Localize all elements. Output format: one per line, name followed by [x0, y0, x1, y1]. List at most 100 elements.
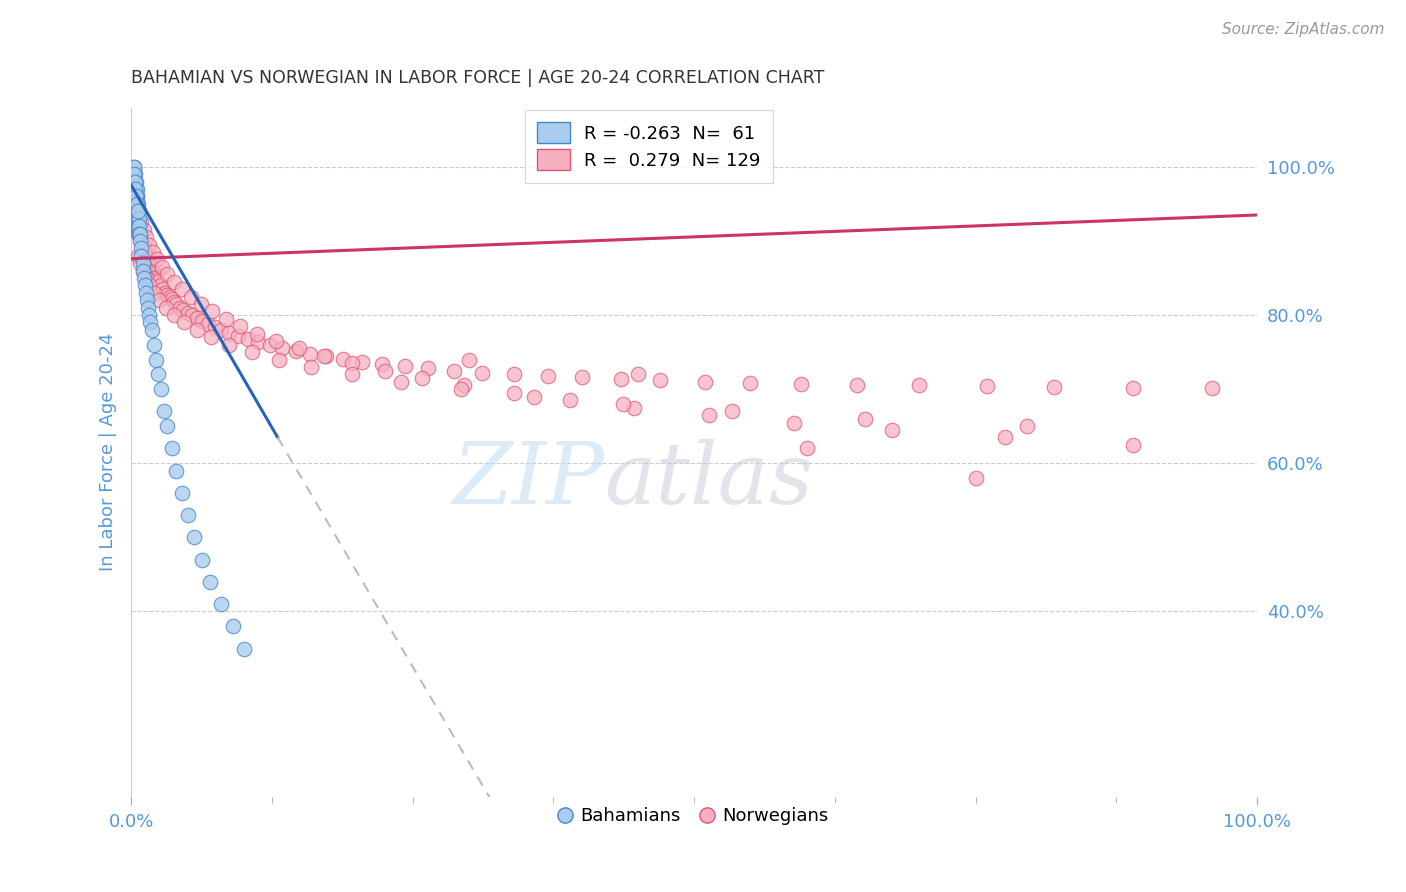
Point [136, 301, 159, 315]
Point [138, 237, 160, 252]
Point [156, 267, 179, 281]
Point [148, 275, 170, 289]
Point [612, 397, 634, 411]
Point [411, 371, 433, 385]
Point [146, 273, 169, 287]
Point [129, 234, 152, 248]
Point [135, 230, 157, 244]
Point [503, 368, 526, 382]
Point [176, 306, 198, 320]
Point [288, 342, 311, 356]
Point [143, 269, 166, 284]
Point [156, 419, 179, 434]
Point [1122, 381, 1144, 395]
Point [200, 330, 222, 344]
Point [176, 508, 198, 523]
Point [128, 227, 150, 241]
Point [418, 361, 440, 376]
Point [124, 182, 146, 196]
Text: Source: ZipAtlas.com: Source: ZipAtlas.com [1222, 22, 1385, 37]
Point [458, 352, 481, 367]
Point [191, 552, 214, 566]
Point [394, 359, 416, 374]
Point [125, 189, 148, 203]
Point [267, 352, 290, 367]
Point [128, 219, 150, 233]
Point [148, 293, 170, 308]
Point [141, 323, 163, 337]
Point [132, 223, 155, 237]
Point [127, 219, 149, 233]
Point [125, 189, 148, 203]
Point [226, 328, 249, 343]
Point [125, 189, 148, 203]
Point [129, 230, 152, 244]
Point [695, 375, 717, 389]
Point [627, 368, 650, 382]
Point [165, 297, 187, 311]
Point [127, 249, 149, 263]
Point [650, 373, 672, 387]
Point [128, 227, 150, 241]
Point [391, 375, 413, 389]
Point [125, 175, 148, 189]
Point [443, 363, 465, 377]
Point [186, 311, 208, 326]
Point [134, 278, 156, 293]
Point [201, 304, 224, 318]
Point [170, 486, 193, 500]
Point [853, 412, 876, 426]
Point [125, 197, 148, 211]
Point [125, 182, 148, 196]
Point [965, 471, 987, 485]
Point [908, 378, 931, 392]
Point [209, 597, 232, 611]
Point [125, 219, 148, 233]
Point [125, 182, 148, 196]
Point [1017, 419, 1039, 434]
Point [284, 343, 307, 358]
Point [149, 382, 172, 396]
Point [204, 319, 226, 334]
Point [453, 378, 475, 392]
Point [153, 285, 176, 300]
Text: atlas: atlas [605, 438, 813, 521]
Text: ZIP: ZIP [453, 438, 605, 521]
Point [221, 619, 243, 633]
Point [471, 366, 494, 380]
Point [160, 293, 183, 307]
Point [138, 256, 160, 270]
Text: BAHAMIAN VS NORWEGIAN IN LABOR FORCE | AGE 20-24 CORRELATION CHART: BAHAMIAN VS NORWEGIAN IN LABOR FORCE | A… [131, 69, 825, 87]
Point [125, 189, 148, 203]
Point [142, 337, 165, 351]
Legend: Bahamians, Norwegians: Bahamians, Norwegians [553, 800, 835, 832]
Point [156, 288, 179, 302]
Point [240, 345, 263, 359]
Point [131, 263, 153, 277]
Point [160, 442, 183, 456]
Point [127, 204, 149, 219]
Point [125, 211, 148, 226]
Point [142, 265, 165, 279]
Point [218, 337, 240, 351]
Point [610, 372, 633, 386]
Point [209, 323, 232, 337]
Point [128, 204, 150, 219]
Point [134, 245, 156, 260]
Point [796, 442, 818, 456]
Point [790, 376, 813, 391]
Point [122, 160, 145, 174]
Point [127, 227, 149, 241]
Point [125, 204, 148, 219]
Point [141, 263, 163, 277]
Point [142, 285, 165, 300]
Point [125, 197, 148, 211]
Point [721, 404, 744, 418]
Point [131, 237, 153, 252]
Point [332, 351, 354, 366]
Point [132, 271, 155, 285]
Point [186, 323, 208, 337]
Point [1201, 381, 1223, 395]
Point [139, 260, 162, 274]
Point [122, 167, 145, 181]
